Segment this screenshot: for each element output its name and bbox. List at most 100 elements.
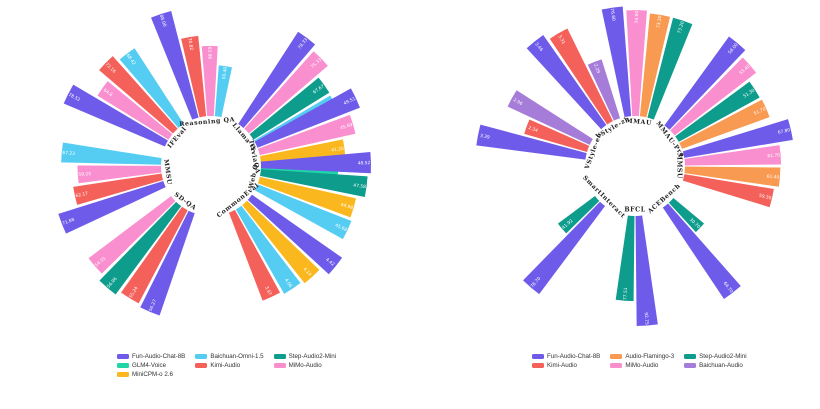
value-label: 92.75: [643, 312, 650, 325]
value-label: 61.70: [767, 152, 780, 159]
bar-sd-qa-step-audio2-mini: [99, 201, 182, 295]
category-label: MMAU: [625, 118, 652, 127]
value-label: 56.27: [148, 298, 158, 312]
legend-swatch: [117, 363, 129, 368]
bar-mmsu-kimi-audio: [73, 173, 163, 205]
value-label: 2.34: [527, 125, 538, 134]
legend-label: Fun-Audio-Chat-8B: [547, 353, 601, 360]
bar-mmau-audio-flamingo-3: [639, 13, 671, 118]
value-label: 3.31: [556, 34, 566, 46]
value-label: 62.17: [75, 191, 89, 200]
legend-swatch: [610, 363, 623, 368]
bar-web-q--step-audio2-mini: [260, 169, 368, 198]
value-label: 41.20: [331, 146, 344, 154]
bar-vstyle-en-fun-audio-chat-8b: [476, 124, 587, 160]
bar-vstyle-zh-kimi-audio: [549, 28, 613, 125]
value-label: 3.46: [533, 41, 544, 53]
value-label: 47.58: [353, 183, 366, 191]
value-label: 45.69: [340, 122, 354, 131]
legend-item: Step-Audio2-Mini: [273, 353, 336, 360]
value-label: 61.40: [766, 174, 779, 181]
legend-swatch: [273, 363, 286, 368]
bar-smartinteract-fun-audio-chat-8b: [523, 201, 606, 295]
value-label: 67.80: [777, 127, 791, 136]
bar-ifeval-mimo-audio: [97, 81, 173, 140]
value-label: 74.60: [634, 11, 640, 24]
bar-mmau-pro-step-audio2-mini: [675, 81, 760, 142]
value-label: 50.40: [221, 66, 229, 80]
bar-mmau-mimo-audio: [626, 10, 647, 117]
category-label: SmartInteract: [581, 174, 626, 219]
bar-vstyle-zh-baichuan-audio: [587, 59, 621, 121]
legend-swatch: [273, 354, 286, 359]
legend-label: MiniCPM-o 2.6: [132, 371, 173, 378]
legend-label: MiMo-Audio: [625, 362, 659, 369]
value-label: 3.39: [479, 133, 490, 141]
bar-mmsu-fun-audio-chat-8b: [58, 180, 166, 234]
legend-label: Audio-Flamingo-3: [625, 353, 675, 360]
legend-swatch: [195, 354, 208, 359]
value-label: 2.96: [512, 97, 524, 107]
bar-sd-qa-fun-audio-chat-8b: [140, 210, 195, 316]
legend-item: Step-Audio2-Mini: [684, 353, 747, 360]
bar-commoneval-baichuan-omni-1-5: [235, 205, 301, 294]
bar-mmsu-mimo-audio: [684, 145, 782, 166]
category-label: MMSU: [676, 153, 683, 179]
legend-item: Audio-Flamingo-3: [610, 353, 674, 360]
legend-label: Baichuan-Omni-1.5: [210, 353, 264, 360]
bar-vstyle-en-kimi-audio: [524, 119, 590, 153]
value-label: 4.06: [283, 277, 294, 289]
value-label: 88.00: [158, 14, 168, 28]
legend-item: Baichuan-Audio: [684, 362, 746, 369]
value-label: 44.98: [340, 202, 354, 211]
category-label: Reasoning QA: [179, 116, 235, 128]
value-label: 78.52: [67, 92, 81, 103]
bar-acebench-step-audio2-mini: [668, 197, 705, 233]
value-label: 70.82: [186, 37, 194, 51]
bar-triviaqa-fun-audio-chat-8b: [254, 88, 360, 148]
legend-swatch: [532, 363, 544, 368]
value-label: 76.60: [609, 8, 617, 22]
bar-reasoning-qa-baichuan-omni-1-5: [214, 65, 233, 118]
legend-left: Fun-Audio-Chat-8B Baichuan-Omni-1.5 Step-A…: [117, 353, 336, 378]
value-label: 77.51: [622, 287, 629, 300]
legend-item: MiniCPM-o 2.6: [117, 371, 185, 378]
bar-web-q--baichuan-omni-1-5: [254, 184, 352, 240]
value-label: 59.25: [78, 171, 91, 178]
value-label: 4.14: [302, 266, 313, 277]
legend-swatch: [117, 354, 129, 359]
bar-commoneval-kimi-audio: [228, 209, 281, 301]
value-label: 59.30: [758, 193, 772, 202]
value-label: 67.23: [62, 150, 75, 157]
legend-label: GLM4-Voice: [132, 362, 167, 369]
bar-ifeval-fun-audio-chat-8b: [63, 84, 168, 147]
bar-mmau-fun-audio-chat-8b: [601, 6, 632, 118]
value-label: 2.29: [592, 63, 601, 74]
value-label: 63.96: [206, 47, 212, 60]
bar-sd-qa-mimo-audio: [88, 196, 176, 274]
value-label: 71.88: [62, 217, 76, 227]
bar-mmsu-fun-audio-chat-8b: [682, 119, 793, 158]
bar-sd-qa-kimi-audio: [121, 206, 188, 304]
legend-item: Baichuan-Omni-1.5: [195, 353, 264, 360]
legend-item: Fun-Audio-Chat-8B: [532, 353, 600, 360]
bar-bfcl-step-audio2-mini: [615, 215, 635, 302]
bar-web-q--minicpm-o-2-6: [257, 176, 357, 218]
value-label: 48.52: [358, 160, 371, 166]
bar-mmau-pro-audio-flamingo-3: [679, 99, 770, 149]
bar-vstyle-zh-fun-audio-chat-8b: [526, 34, 607, 130]
bar-commoneval-fun-audio-chat-8b: [247, 194, 343, 275]
legend-swatch: [117, 372, 129, 377]
legend-item: Fun-Audio-Chat-8B: [117, 353, 185, 360]
bar-commoneval-minicpm-o-2-6: [242, 200, 320, 284]
legend-swatch: [684, 354, 697, 359]
value-label: 73.30: [655, 15, 663, 29]
bar-reasoning-qa-kimi-audio: [181, 35, 207, 118]
value-label: 51.70: [753, 106, 767, 117]
bar-mmau-step-audio2-mini: [647, 17, 693, 120]
legend-item: MiMo-Audio: [273, 362, 336, 369]
legend-item: GLM4-Voice: [117, 362, 185, 369]
legend-swatch: [195, 363, 208, 368]
bar-ifeval-baichuan-omni-1-5: [119, 48, 184, 129]
